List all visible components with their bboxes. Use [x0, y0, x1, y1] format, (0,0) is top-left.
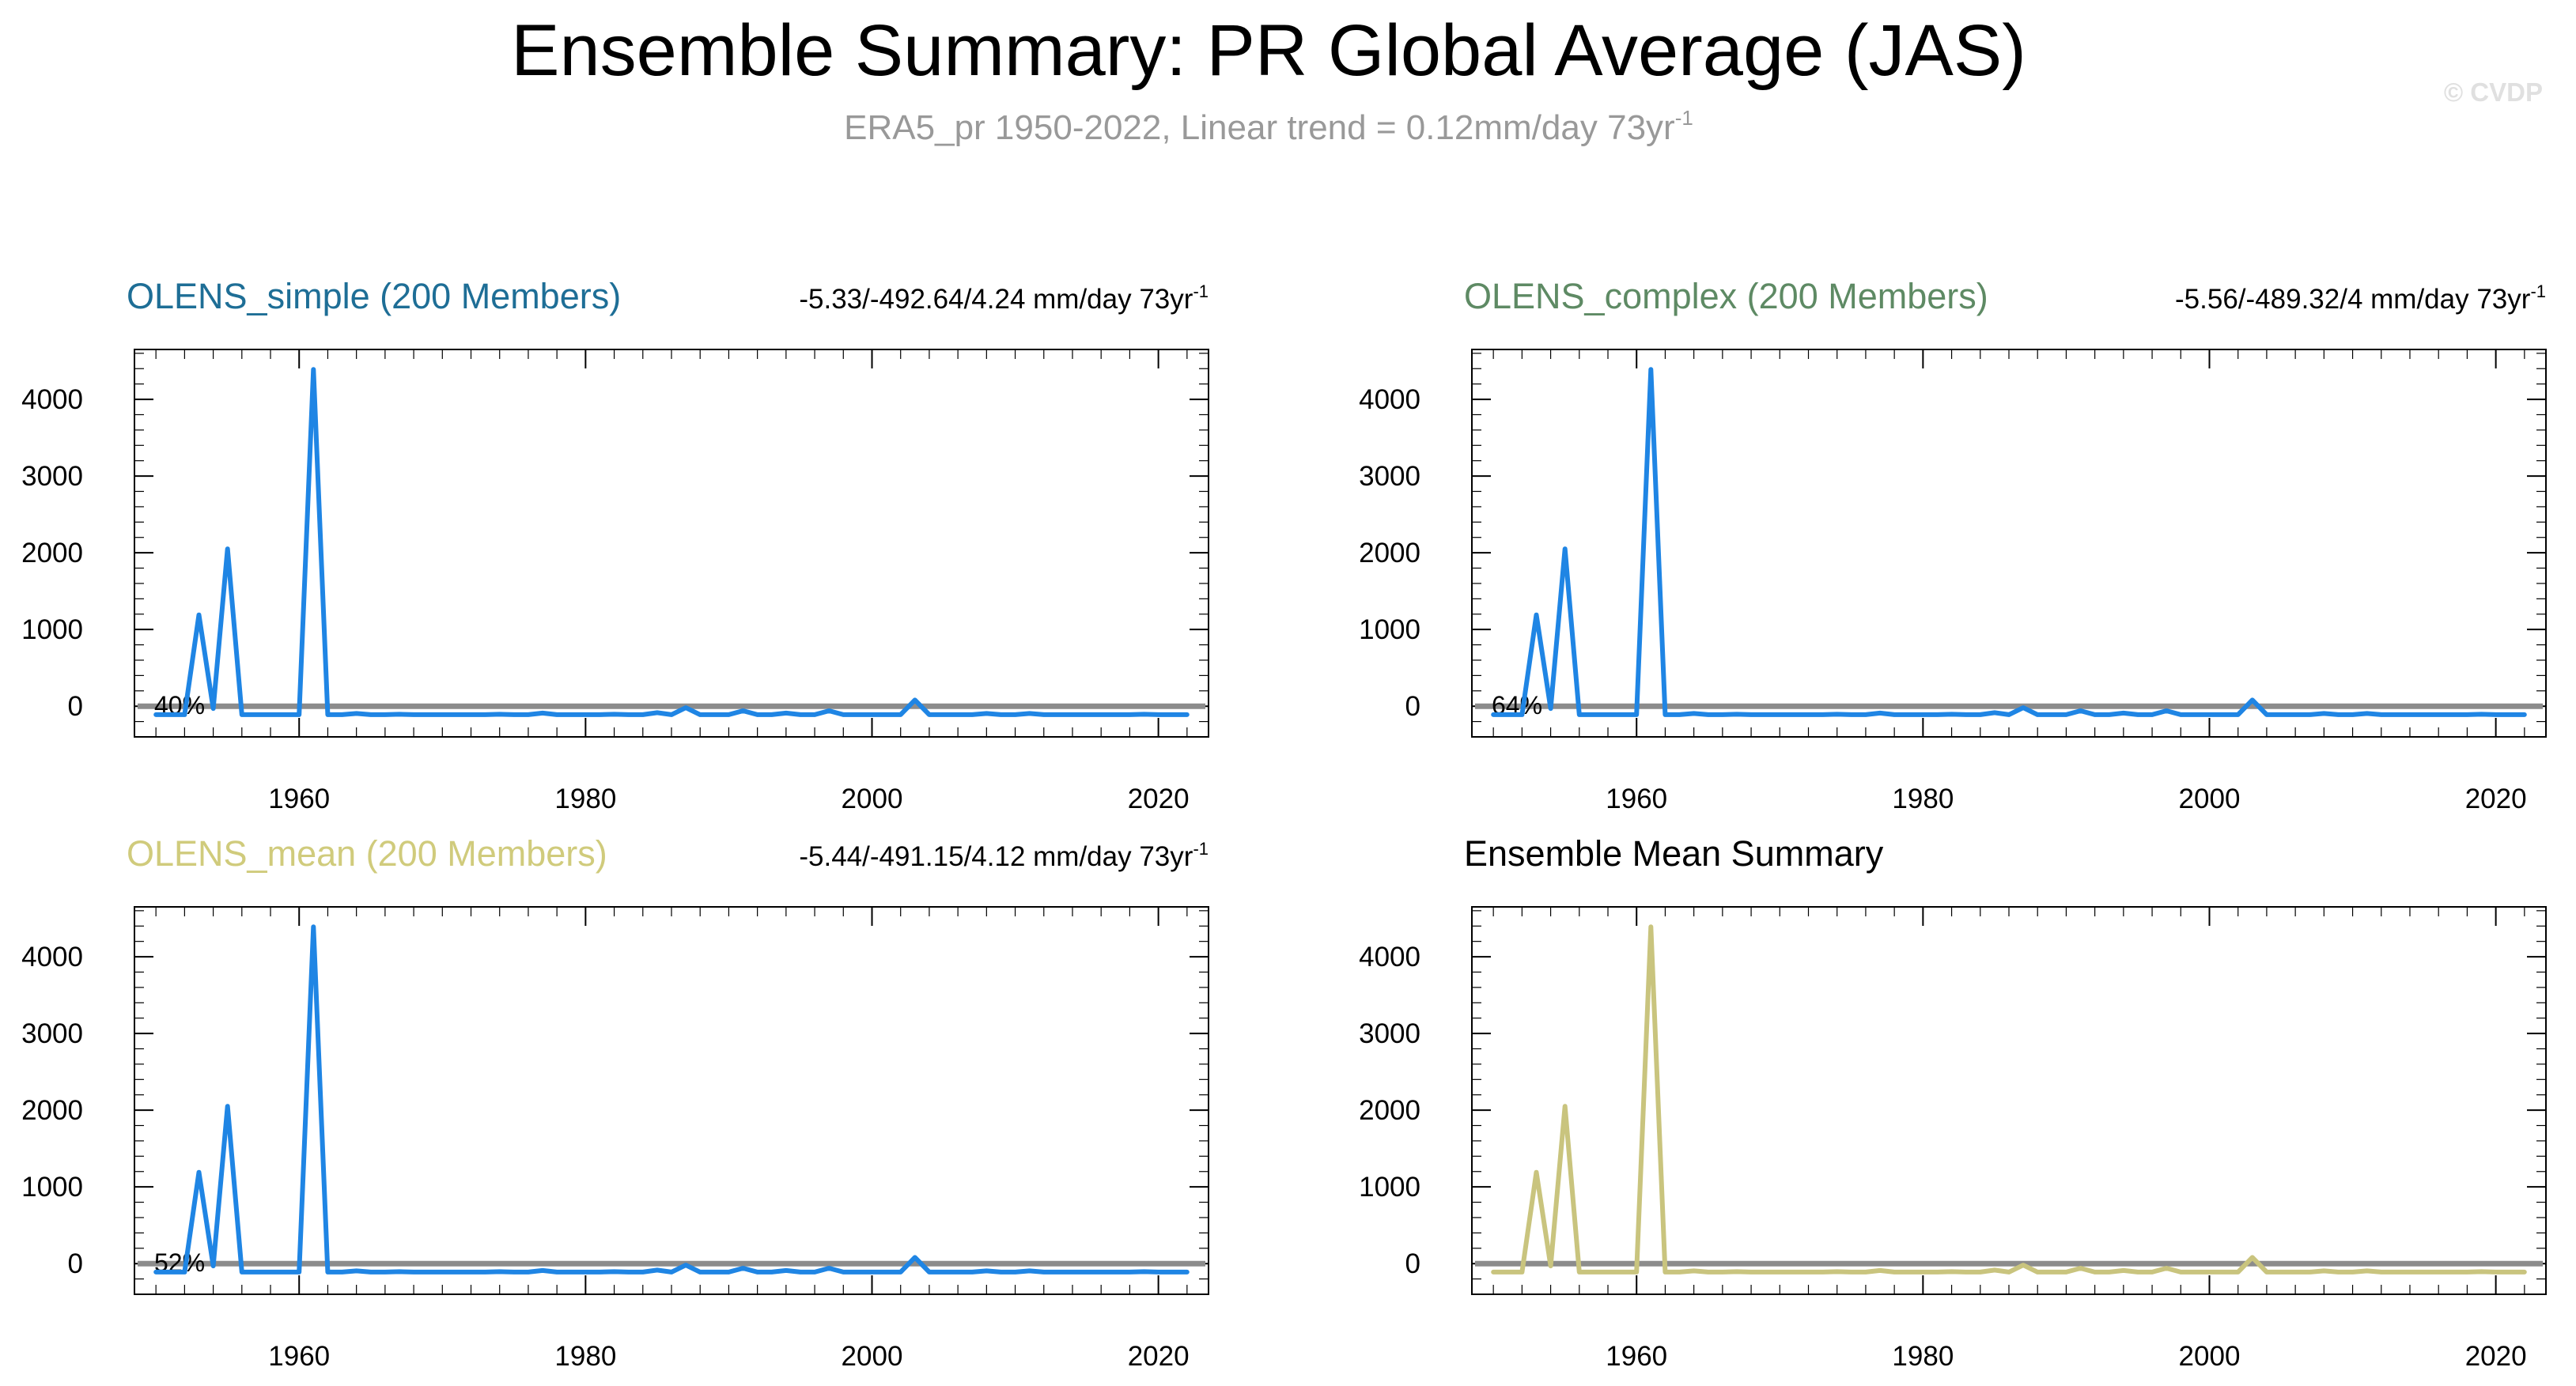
y-tick-label: 2000 — [21, 1095, 83, 1126]
panel-ensemble_mean_summary: 1960 1980 2000 2020 0 1000 2000 3000 4000 Ensembl… — [1359, 833, 2547, 1372]
y-tick-label: 0 — [1405, 691, 1420, 722]
x-tick-label: 2020 — [1128, 1341, 1190, 1372]
x-tick-label: 1980 — [554, 1341, 616, 1372]
x-tick-label: 1980 — [554, 784, 616, 814]
y-tick-label: 1000 — [1359, 614, 1420, 645]
panel-stats: -5.33/-492.64/4.24 mm/day 73yr-1 — [799, 281, 1209, 315]
y-tick-label: 3000 — [21, 1018, 83, 1049]
y-tick-label: 0 — [1405, 1248, 1420, 1279]
series-line-era5_pr — [153, 367, 1190, 717]
panel-stats-main: -5.33/-492.64/4.24 mm/day 73yr — [799, 284, 1193, 315]
x-tick-label: 2000 — [2179, 784, 2241, 814]
panel-title: OLENS_mean (200 Members) — [127, 833, 607, 874]
series-line-ensemble-mean — [1491, 924, 2527, 1275]
panel-stats-main: -5.44/-491.15/4.12 mm/day 73yr — [799, 841, 1193, 872]
plot-frame — [134, 349, 1209, 738]
figure-subtitle-sup: -1 — [1675, 106, 1693, 130]
plot-frame — [134, 906, 1209, 1295]
x-tick-label: 2000 — [2179, 1341, 2241, 1372]
y-tick-label: 2000 — [1359, 1095, 1420, 1126]
figure-subtitle: ERA5_pr 1950-2022, Linear trend = 0.12mm… — [844, 106, 1693, 147]
series-line-era5_pr — [1491, 367, 2527, 717]
y-tick-label: 4000 — [21, 942, 83, 972]
panel-stats-sup: -1 — [2530, 281, 2546, 301]
x-tick-label: 1960 — [1606, 1341, 1667, 1372]
panel-stats-main: -5.56/-489.32/4 mm/day 73yr — [2175, 284, 2531, 315]
x-tick-label: 1960 — [1606, 784, 1667, 814]
panel-title: OLENS_complex (200 Members) — [1464, 276, 1988, 316]
figure-subtitle-main: ERA5_pr 1950-2022, Linear trend = 0.12mm… — [844, 108, 1675, 147]
series-line-era5_pr — [153, 924, 1190, 1275]
panels-group: 1960 1980 2000 20200100020003000400040%OLEN… — [21, 276, 2547, 1372]
plot-frame — [1471, 906, 2547, 1295]
x-tick-label: 2020 — [2465, 1341, 2527, 1372]
y-tick-label: 1000 — [21, 614, 83, 645]
panel-stats-sup: -1 — [1193, 281, 1209, 301]
y-tick-label: 4000 — [1359, 942, 1420, 972]
panel-stats: -5.56/-489.32/4 mm/day 73yr-1 — [2175, 281, 2546, 315]
panel-stats-sup: -1 — [1193, 839, 1209, 859]
figure-title: Ensemble Summary: PR Global Average (JAS… — [511, 10, 2026, 91]
y-tick-label: 3000 — [1359, 1018, 1420, 1049]
x-tick-label: 2000 — [842, 784, 903, 814]
x-tick-label: 1980 — [1892, 784, 1954, 814]
x-tick-label: 1960 — [268, 1341, 330, 1372]
y-tick-label: 1000 — [1359, 1172, 1420, 1203]
y-tick-label: 4000 — [21, 384, 83, 415]
y-tick-label: 2000 — [1359, 538, 1420, 568]
y-tick-label: 0 — [68, 1248, 83, 1279]
cvdp-watermark: © CVDP — [2444, 77, 2543, 107]
x-tick-label: 2020 — [2465, 784, 2527, 814]
x-tick-label: 2020 — [1128, 784, 1190, 814]
panel-title: OLENS_simple (200 Members) — [127, 276, 621, 316]
plot-frame — [1471, 349, 2547, 738]
x-tick-label: 1980 — [1892, 1341, 1954, 1372]
y-tick-label: 2000 — [21, 538, 83, 568]
panel-olens_simple: 1960 1980 2000 20200100020003000400040%OLEN… — [21, 276, 1209, 814]
y-tick-label: 1000 — [21, 1172, 83, 1203]
panel-olens_complex: 1960 1980 2000 20200100020003000400064%OLEN… — [1359, 276, 2547, 814]
x-tick-label: 2000 — [842, 1341, 903, 1372]
x-tick-label: 1960 — [268, 784, 330, 814]
panel-olens_mean: 1960 1980 2000 20200100020003000400052%OLEN… — [21, 833, 1209, 1372]
panel-title: Ensemble Mean Summary — [1464, 833, 1884, 874]
y-tick-label: 0 — [68, 691, 83, 722]
y-tick-label: 3000 — [1359, 461, 1420, 492]
y-tick-label: 4000 — [1359, 384, 1420, 415]
panel-stats: -5.44/-491.15/4.12 mm/day 73yr-1 — [799, 839, 1209, 872]
y-tick-label: 3000 — [21, 461, 83, 492]
